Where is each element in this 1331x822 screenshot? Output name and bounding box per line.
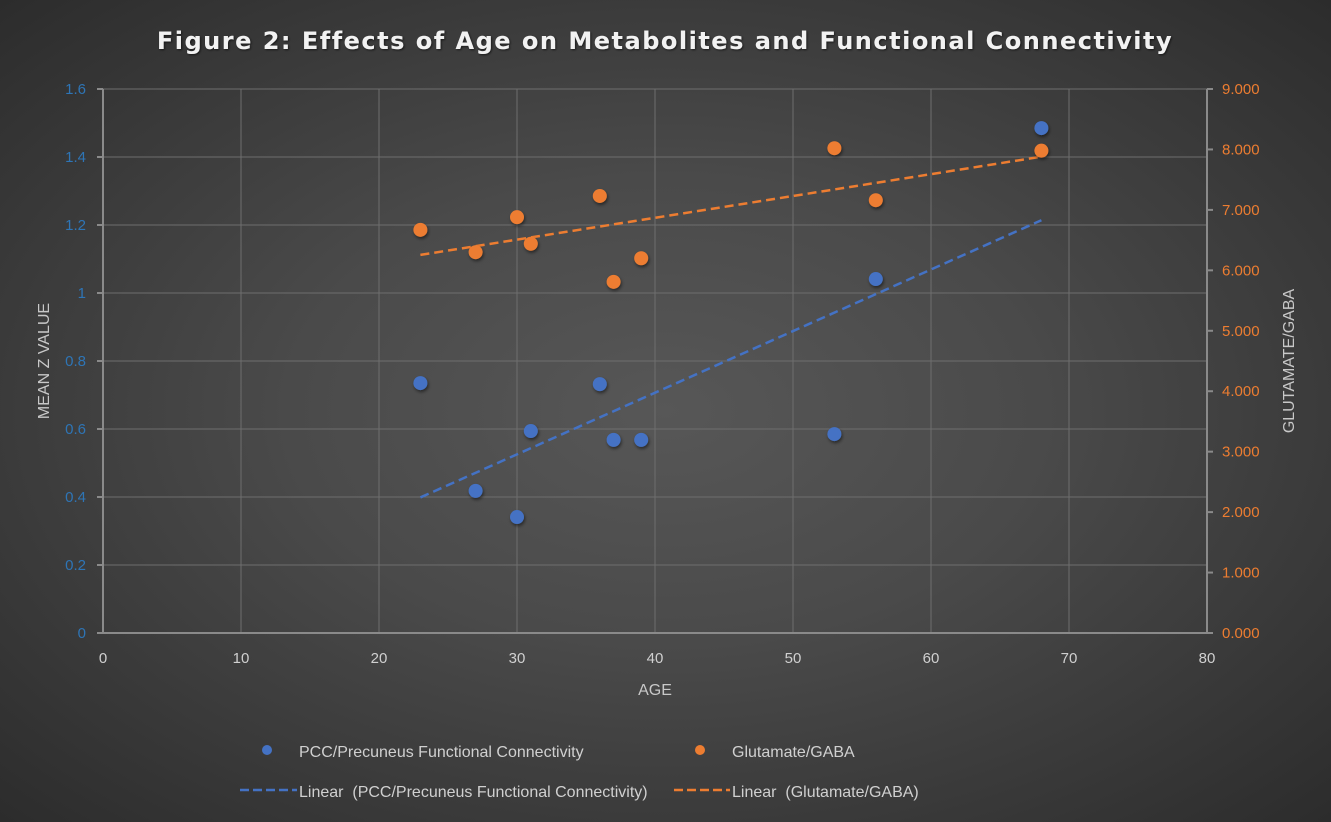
y2-tick-label: 4.000 [1222, 383, 1260, 400]
y-tick-label: 1.2 [65, 217, 86, 234]
x-tick-label: 30 [509, 650, 526, 667]
y2-tick-label: 6.000 [1222, 262, 1260, 279]
glu-gaba-point [523, 236, 538, 251]
pcc-point [468, 483, 483, 498]
y2-tick-label: 0.000 [1222, 625, 1260, 642]
y-tick-label: 1.4 [65, 149, 86, 166]
glu-gaba-point [868, 193, 883, 208]
data-points [413, 121, 1049, 525]
y2-tick-label: 5.000 [1222, 323, 1260, 340]
chart-title: Figure 2: Effects of Age on Metabolites … [157, 27, 1173, 55]
glu-gaba-point [634, 251, 649, 266]
x-tick-label: 50 [785, 650, 802, 667]
y-tick-label: 1.6 [65, 81, 86, 98]
glu-gaba-point [468, 245, 483, 260]
pcc-point [827, 427, 842, 442]
pcc-point [868, 272, 883, 287]
trendline-pcc [419, 219, 1042, 499]
y-tick-label: 0.2 [65, 557, 86, 574]
legend-trend-label-glu-gaba: Linear (Glutamate/GABA) [732, 784, 919, 801]
y2-axis-title: GLUTAMATE/GABA [1281, 289, 1298, 434]
pcc-point [634, 432, 649, 447]
y-tick-label: 0.8 [65, 353, 86, 370]
glu-gaba-point [606, 274, 621, 289]
x-tick-label: 20 [371, 650, 388, 667]
y2-tick-label: 2.000 [1222, 504, 1260, 521]
legend-label-pcc: PCC/Precuneus Functional Connectivity [299, 744, 584, 761]
y-axis-title: MEAN Z VALUE [36, 303, 53, 419]
legend-marker-pcc [262, 745, 272, 755]
legend-trend-label-pcc: Linear (PCC/Precuneus Functional Connect… [299, 784, 648, 801]
x-tick-label: 40 [647, 650, 664, 667]
x-axis-title: AGE [638, 682, 672, 699]
axes [97, 88, 1213, 634]
y2-tick-label: 8.000 [1222, 141, 1260, 158]
y2-tick-label: 7.000 [1222, 202, 1260, 219]
glu-gaba-point [413, 222, 428, 237]
x-tick-label: 10 [233, 650, 250, 667]
y2-tick-label: 1.000 [1222, 565, 1260, 582]
y-tick-label: 0.6 [65, 421, 86, 438]
x-tick-label: 0 [99, 650, 107, 667]
y-tick-label: 0 [78, 625, 86, 642]
glu-gaba-point [592, 188, 607, 203]
legend: PCC/Precuneus Functional Connectivity Gl… [240, 744, 919, 801]
glu-gaba-point [1034, 143, 1049, 158]
y2-tick-label: 3.000 [1222, 444, 1260, 461]
pcc-point [413, 376, 428, 391]
pcc-point [523, 424, 538, 439]
x-tick-label: 60 [923, 650, 940, 667]
pcc-point [606, 432, 621, 447]
legend-label-glu-gaba: Glutamate/GABA [732, 744, 855, 761]
x-tick-label: 70 [1061, 650, 1078, 667]
legend-marker-glu-gaba [695, 745, 705, 755]
pcc-point [510, 510, 524, 525]
glu-gaba-point [827, 141, 842, 156]
pcc-point [1034, 121, 1049, 136]
gridlines [103, 88, 1207, 633]
pcc-point [592, 377, 607, 392]
glu-gaba-point [510, 210, 524, 225]
x-tick-label: 80 [1199, 650, 1216, 667]
y2-tick-label: 9.000 [1222, 81, 1260, 98]
trendlines [419, 155, 1042, 499]
y-tick-label: 1 [78, 285, 86, 302]
tick-labels: 0 10 20 30 40 50 60 70 80 0 0.2 0.4 0.6 0.8 1 1.2 1.4 1.6… [65, 81, 1259, 667]
y-tick-label: 0.4 [65, 489, 86, 506]
trendline-glu-gaba [420, 155, 1042, 257]
